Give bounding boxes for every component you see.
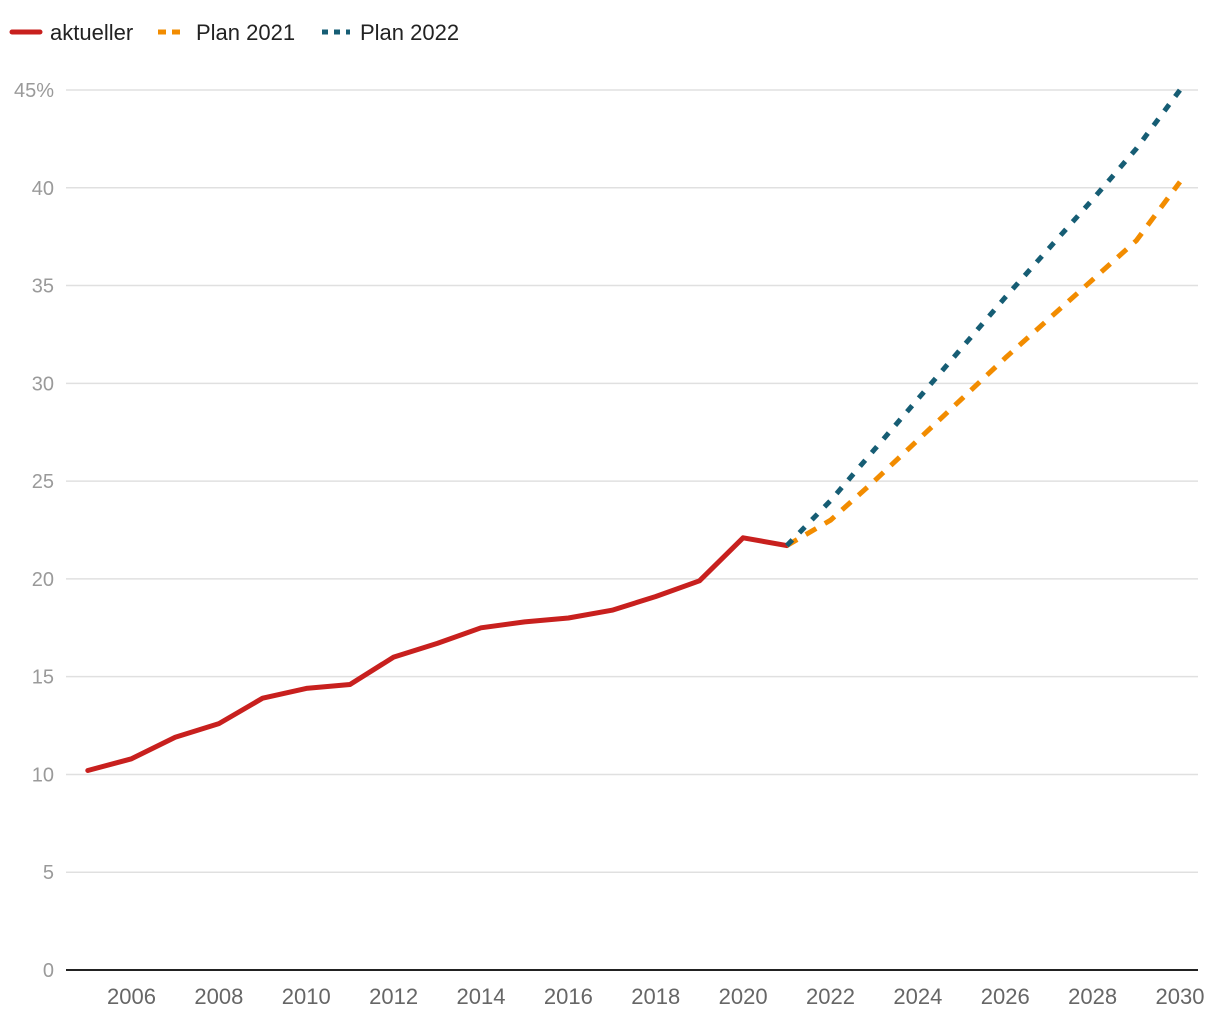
x-tick-label: 2018 (631, 984, 680, 1009)
gridlines (66, 89, 1198, 873)
series-line-plan-2022 (785, 88, 1183, 548)
x-tick-label: 2010 (282, 984, 331, 1009)
y-tick-label: 40 (32, 178, 54, 200)
x-tick-label: 2024 (893, 984, 942, 1009)
y-tick-label: 30 (32, 373, 54, 395)
x-tick-label: 2028 (1068, 984, 1117, 1009)
y-tick-label: 20 (32, 569, 54, 591)
x-tick-label: 2008 (194, 984, 243, 1009)
y-axis-ticks: 0 5 10 15 20 25 30 35 40 45% (14, 80, 54, 982)
x-tick-label: 2014 (457, 984, 506, 1009)
y-tick-label: 10 (32, 764, 54, 786)
legend-label: aktueller (50, 20, 133, 45)
series-lines (85, 88, 1183, 773)
x-tick-label: 2020 (719, 984, 768, 1009)
y-tick-label: 5 (43, 862, 54, 884)
series-line-plan-2021 (785, 180, 1183, 548)
series-line-aktueller (85, 535, 790, 773)
legend: aktueller Plan 2021 Plan 2022 (9, 20, 459, 45)
y-tick-label: 35 (32, 276, 54, 298)
legend-label: Plan 2021 (196, 20, 295, 45)
x-tick-label: 2006 (107, 984, 156, 1009)
y-tick-label: 0 (43, 960, 54, 982)
y-tick-label: 25 (32, 471, 54, 493)
legend-label: Plan 2022 (360, 20, 459, 45)
x-tick-label: 2026 (981, 984, 1030, 1009)
y-tick-label: 15 (32, 667, 54, 689)
y-tick-label: 45% (14, 80, 54, 102)
x-tick-label: 2016 (544, 984, 593, 1009)
x-tick-label: 2022 (806, 984, 855, 1009)
x-tick-label: 2030 (1156, 984, 1205, 1009)
x-tick-label: 2012 (369, 984, 418, 1009)
x-axis-ticks: 2006 2008 2010 2012 2014 2016 2018 2020 2022 2024… (107, 984, 1204, 1009)
